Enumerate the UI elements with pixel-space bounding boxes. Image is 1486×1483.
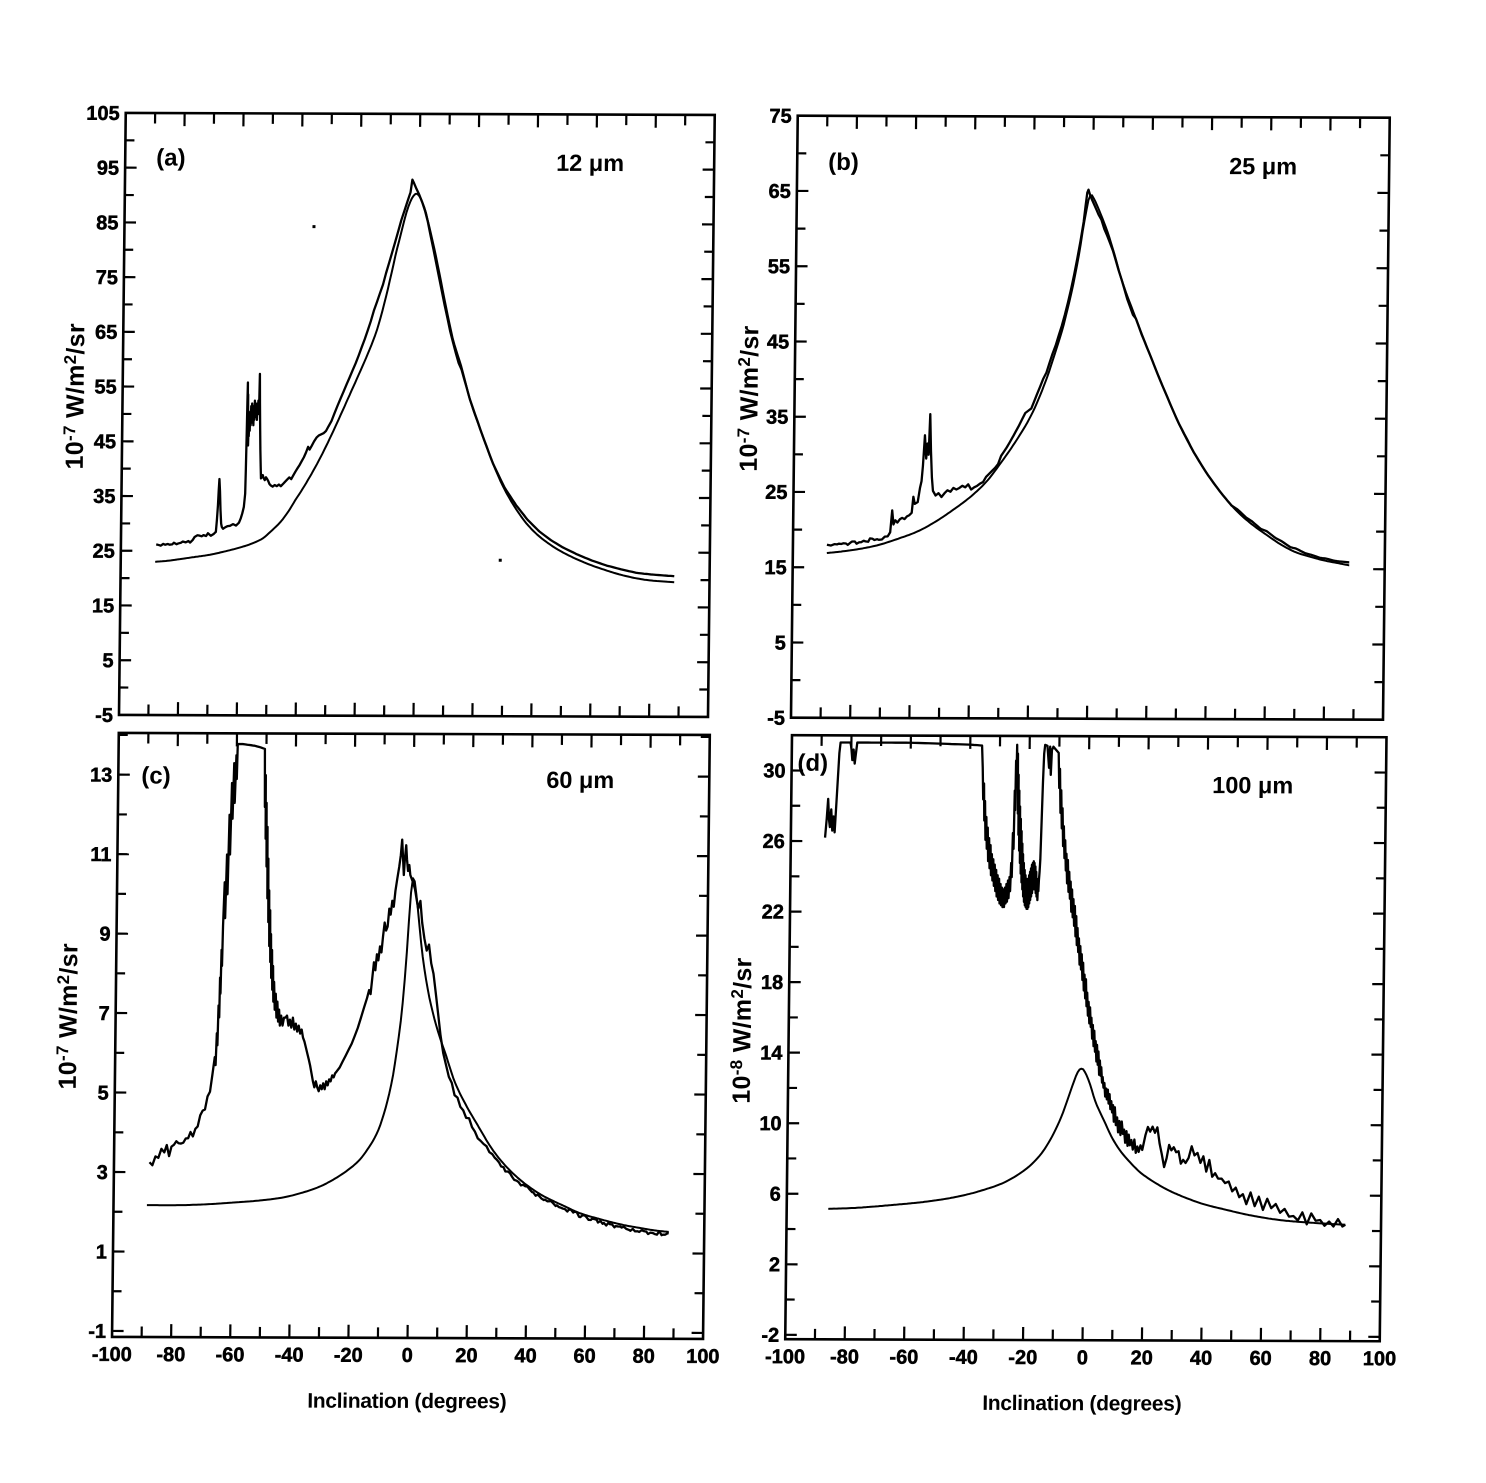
- svg-text:Inclination (degrees): Inclination (degrees): [307, 1390, 506, 1414]
- svg-text:15: 15: [92, 595, 114, 617]
- svg-text:65: 65: [769, 181, 791, 203]
- svg-text:9: 9: [99, 924, 110, 946]
- svg-text:45: 45: [94, 431, 116, 453]
- svg-text:3: 3: [97, 1162, 108, 1184]
- svg-text:-60: -60: [215, 1344, 244, 1366]
- svg-text:100 μm: 100 μm: [1212, 772, 1293, 798]
- svg-text:35: 35: [766, 407, 788, 429]
- svg-text:-80: -80: [156, 1344, 185, 1366]
- svg-text:10-7 W/m2/sr: 10-7 W/m2/sr: [60, 323, 91, 469]
- svg-text:2: 2: [769, 1254, 780, 1276]
- svg-text:95: 95: [97, 158, 119, 180]
- svg-text:0: 0: [1077, 1347, 1088, 1369]
- svg-text:(d): (d): [797, 750, 828, 777]
- svg-text:-80: -80: [830, 1346, 859, 1368]
- svg-text:15: 15: [764, 557, 786, 579]
- svg-text:(a): (a): [156, 145, 186, 172]
- svg-text:25: 25: [92, 541, 114, 563]
- svg-text:Inclination (degrees): Inclination (degrees): [982, 1392, 1181, 1416]
- svg-text:11: 11: [90, 844, 111, 866]
- svg-text:25: 25: [765, 482, 787, 504]
- svg-text:5: 5: [98, 1082, 109, 1104]
- svg-text:13: 13: [90, 765, 112, 787]
- svg-text:18: 18: [761, 972, 783, 994]
- svg-text:26: 26: [762, 831, 784, 853]
- svg-text:-20: -20: [334, 1345, 363, 1367]
- svg-text:75: 75: [769, 106, 791, 128]
- svg-text:1: 1: [96, 1241, 107, 1263]
- svg-text:80: 80: [632, 1346, 654, 1368]
- svg-text:-5: -5: [95, 705, 113, 727]
- svg-text:20: 20: [455, 1345, 477, 1367]
- svg-text:35: 35: [93, 486, 115, 508]
- svg-text:6: 6: [770, 1184, 781, 1206]
- svg-text:22: 22: [762, 902, 784, 924]
- svg-text:10-7 W/m2/sr: 10-7 W/m2/sr: [734, 325, 765, 471]
- svg-text:25 μm: 25 μm: [1229, 153, 1297, 179]
- svg-text:0: 0: [402, 1345, 413, 1367]
- svg-text:20: 20: [1130, 1347, 1152, 1369]
- svg-text:7: 7: [98, 1003, 109, 1025]
- svg-text:5: 5: [102, 650, 113, 672]
- svg-text:5: 5: [775, 632, 786, 654]
- svg-text:100: 100: [1363, 1348, 1397, 1370]
- svg-text:75: 75: [96, 267, 118, 289]
- svg-text:14: 14: [760, 1043, 783, 1065]
- svg-text:-20: -20: [1008, 1347, 1037, 1369]
- svg-text:45: 45: [767, 331, 789, 353]
- svg-text:10: 10: [759, 1113, 781, 1135]
- svg-text:10-7 W/m2/sr: 10-7 W/m2/sr: [53, 943, 84, 1089]
- svg-text:-40: -40: [275, 1344, 304, 1366]
- svg-text:55: 55: [94, 376, 116, 398]
- svg-text:60 μm: 60 μm: [546, 767, 614, 793]
- svg-text:-100: -100: [765, 1346, 805, 1368]
- svg-text:12 μm: 12 μm: [556, 150, 624, 176]
- svg-text:-2: -2: [761, 1325, 779, 1347]
- svg-text:-5: -5: [767, 708, 785, 730]
- svg-text:-60: -60: [889, 1347, 918, 1369]
- svg-text:60: 60: [573, 1346, 595, 1368]
- svg-text:-1: -1: [88, 1321, 106, 1343]
- svg-text:30: 30: [763, 760, 785, 782]
- svg-text:80: 80: [1309, 1348, 1331, 1370]
- svg-text:100: 100: [686, 1346, 720, 1368]
- svg-text:-100: -100: [92, 1344, 132, 1366]
- svg-text:60: 60: [1249, 1348, 1271, 1370]
- svg-text:85: 85: [96, 212, 118, 234]
- svg-text:40: 40: [1190, 1348, 1212, 1370]
- svg-text:40: 40: [514, 1345, 536, 1367]
- svg-text:-40: -40: [949, 1347, 978, 1369]
- svg-text:(c): (c): [141, 763, 171, 790]
- svg-text:(b): (b): [828, 149, 859, 176]
- svg-text:65: 65: [95, 322, 117, 344]
- svg-text:10-8 W/m2/sr: 10-8 W/m2/sr: [727, 957, 758, 1103]
- svg-text:55: 55: [768, 256, 790, 278]
- svg-text:105: 105: [86, 103, 120, 125]
